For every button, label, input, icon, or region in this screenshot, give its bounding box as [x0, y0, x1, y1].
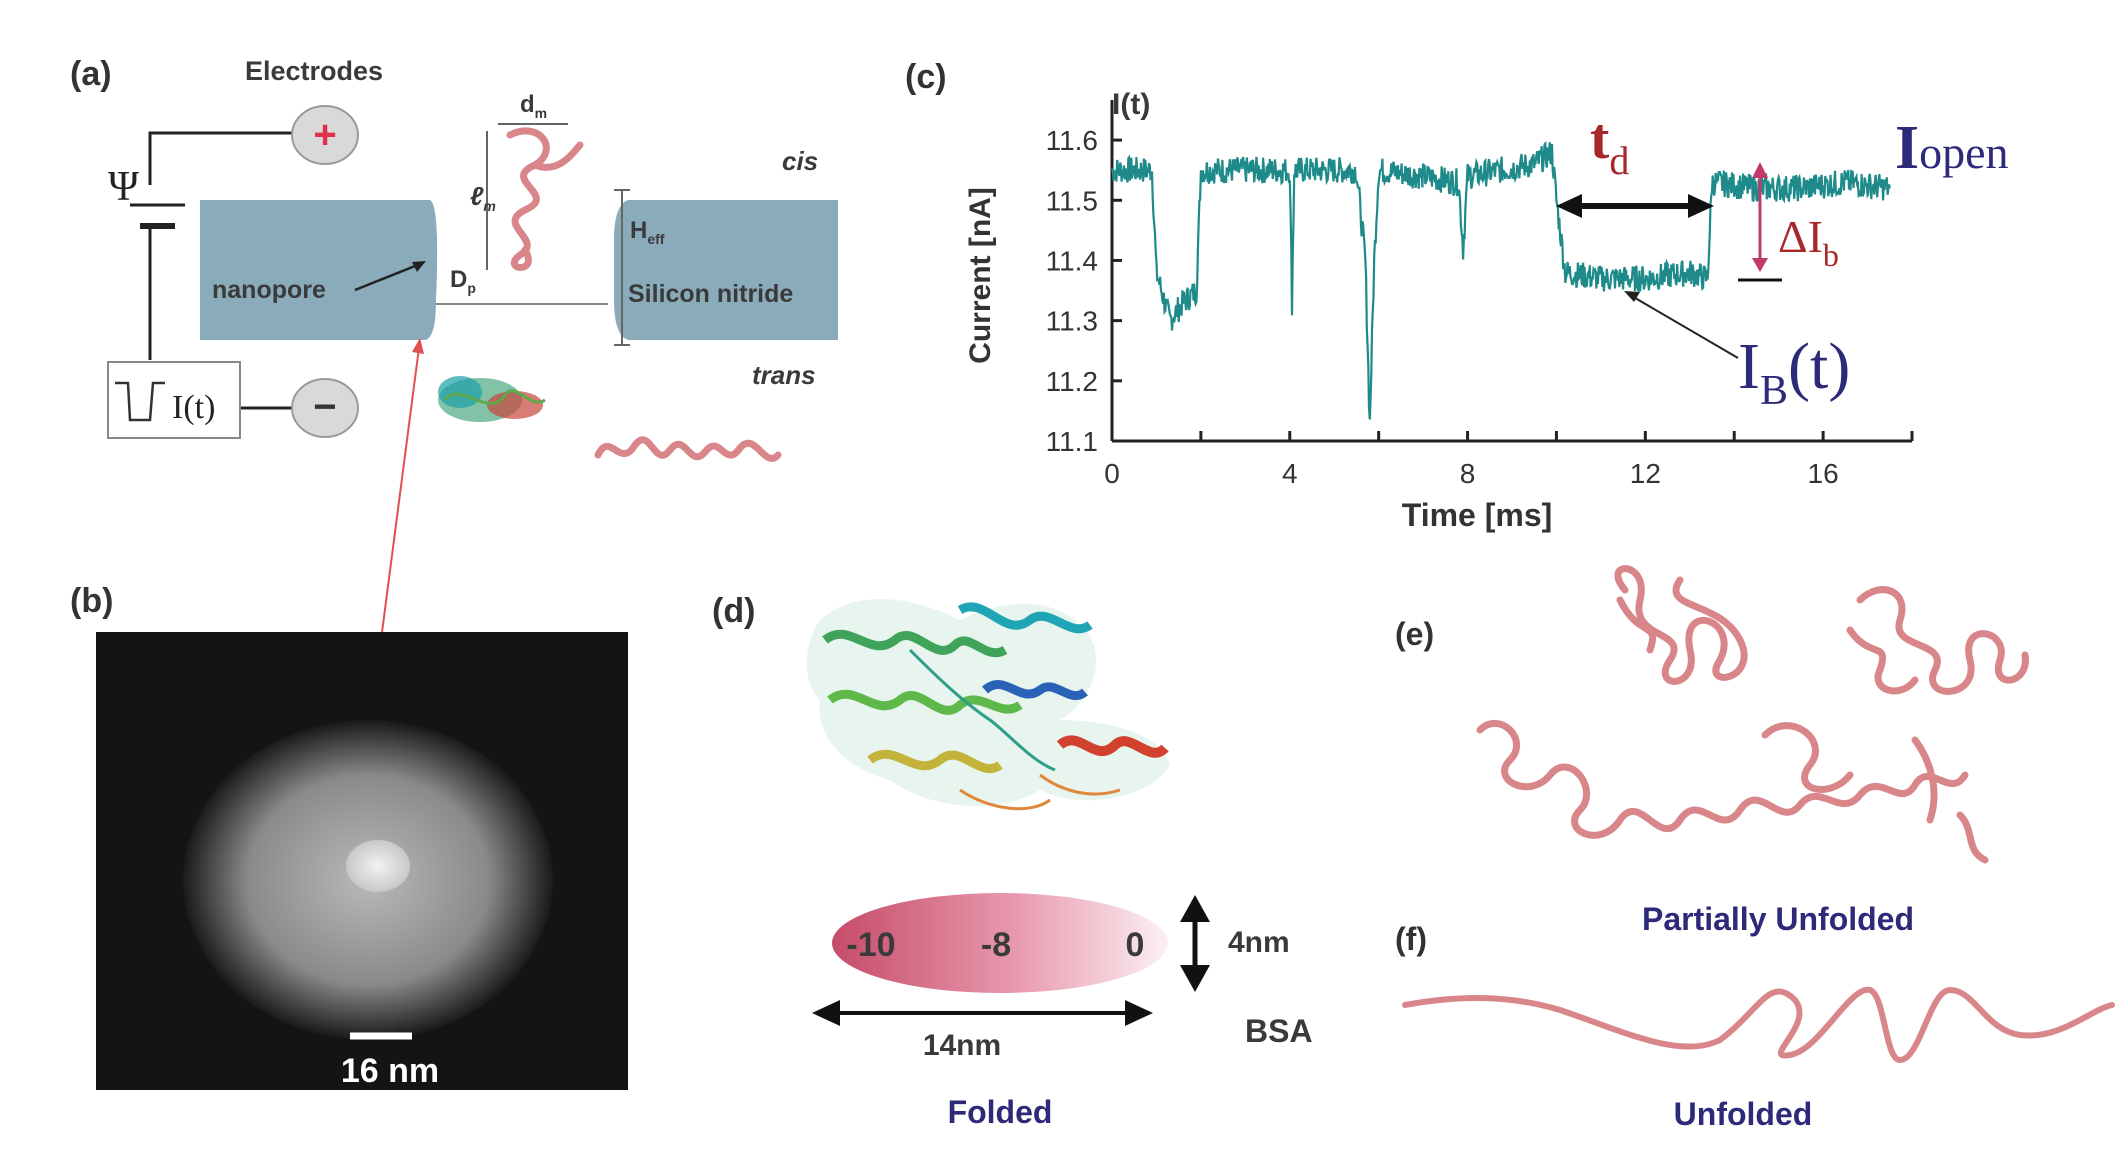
nanopore-arrow	[354, 262, 421, 292]
folded-label: Folded	[948, 1094, 1053, 1130]
x-tick-label: 0	[1104, 458, 1120, 489]
ellipse-value-2: -8	[981, 926, 1011, 964]
x-tick-label: 12	[1630, 458, 1661, 489]
y-tick-label: 11.5	[1046, 185, 1098, 216]
positive-electrode	[291, 105, 359, 165]
ellipse-value-3: 0	[1126, 926, 1145, 964]
y-axis-label: Current [nA]	[964, 187, 997, 364]
trans-label: trans	[752, 360, 816, 390]
y-tick-label: 11.1	[1046, 426, 1098, 457]
it-label: I(t)	[1112, 88, 1150, 121]
panel-d-label: (d)	[712, 592, 755, 630]
y-tick-label: 11.3	[1046, 306, 1098, 337]
negative-electrode	[291, 378, 359, 438]
pore-link-arrowhead	[412, 338, 424, 354]
ib-label: IB(t)	[1738, 330, 1850, 414]
x-tick-label: 16	[1808, 458, 1839, 489]
panel-d: (d) -10 -8 0 4nm 14nm BSA Folded	[712, 592, 1313, 1130]
y-tick-label: 11.2	[1046, 366, 1098, 397]
x-tick-label: 4	[1282, 458, 1298, 489]
membrane-right	[614, 200, 838, 340]
panel-c: (c) 0 4 8 12 16 11.1 11.2 11.3 11.4 11.5 11.6 Time …	[905, 58, 2009, 533]
nanopore-arrowhead	[412, 261, 426, 272]
heff-label: Heff	[630, 217, 665, 247]
panel-a: (a) Electrodes Ψ + − I(t) nanopore Silic…	[70, 55, 838, 462]
panel-c-label: (c)	[905, 58, 947, 96]
folded-protein-small	[438, 376, 546, 422]
panel-b-label: (b)	[70, 582, 113, 620]
silicon-nitride-label: Silicon nitride	[628, 280, 793, 308]
unfolded-protein	[1402, 986, 2115, 1064]
td-label: td	[1590, 106, 1629, 183]
partially-unfolded-label: Partially Unfolded	[1642, 901, 1914, 937]
panel-a-label: (a)	[70, 55, 112, 93]
unfolded-protein-small	[594, 436, 782, 462]
y-tick-label: 11.6	[1046, 125, 1098, 156]
dm-label: dm	[520, 91, 547, 121]
current-box	[107, 361, 241, 439]
y-tick-label: 11.4	[1046, 245, 1098, 276]
pulse-icon	[115, 381, 165, 422]
partially-unfolded-top-left	[1614, 565, 1748, 685]
protein-cis	[506, 127, 584, 271]
plus-sign: +	[313, 113, 336, 157]
scale-bar-label: 16 nm	[341, 1052, 439, 1090]
membrane-left	[200, 200, 438, 340]
nanopore-label: nanopore	[212, 276, 326, 304]
bsa-ellipse	[832, 893, 1168, 993]
panel-b: (b) 16 nm	[70, 582, 628, 1090]
x-axis-label: Time [ms]	[1402, 497, 1553, 533]
unfolded-label: Unfolded	[1674, 1096, 1813, 1132]
current-box-label: I(t)	[172, 389, 215, 426]
circuit-wire-top	[148, 131, 295, 185]
bsa-label: BSA	[1245, 1013, 1313, 1049]
ib-pointer	[1629, 294, 1739, 359]
psi-symbol: Ψ	[108, 164, 139, 210]
partially-unfolded-top-right	[1846, 586, 2029, 695]
folded-protein-structure	[806, 599, 1170, 811]
x-tick-label: 8	[1460, 458, 1476, 489]
minus-sign: −	[313, 385, 336, 429]
width-label: 14nm	[923, 1029, 1001, 1062]
panel-e: (e) Partially Unfolded	[1395, 565, 2029, 937]
height-label: 4nm	[1228, 926, 1290, 959]
tem-pore	[346, 840, 410, 892]
current-trace-chart: 0 4 8 12 16 11.1 11.2 11.3 11.4 11.5 11.6 Time [ms]…	[964, 100, 1914, 533]
dp-label: Dp	[450, 266, 476, 296]
lm-label: ℓm	[470, 181, 496, 214]
panel-e-label: (e)	[1395, 616, 1434, 652]
iopen-label: Iopen	[1895, 114, 2009, 182]
panel-f-label: (f)	[1395, 921, 1427, 957]
cis-label: cis	[782, 146, 818, 176]
electrodes-label: Electrodes	[245, 56, 383, 86]
partially-unfolded-bottom	[1476, 720, 1989, 864]
ellipse-value-1: -10	[846, 926, 895, 964]
delta-ib-label: ΔIb	[1778, 211, 1839, 273]
panel-f: (f) Unfolded	[1395, 921, 2115, 1132]
